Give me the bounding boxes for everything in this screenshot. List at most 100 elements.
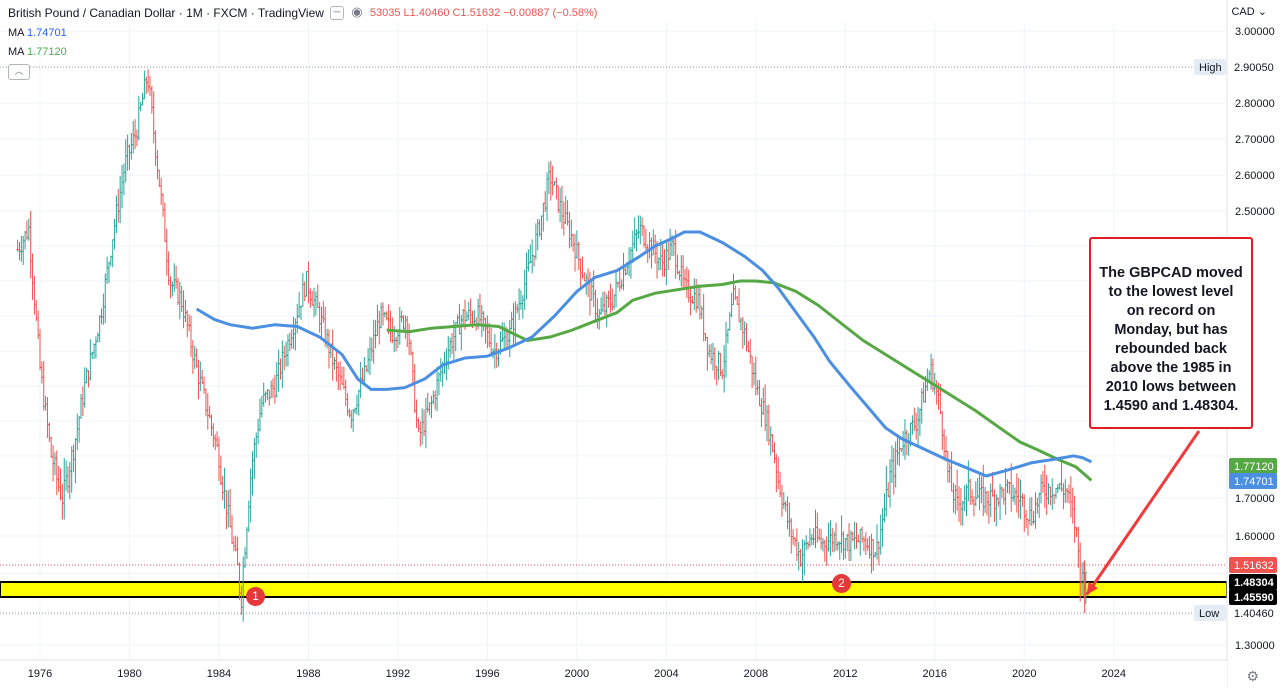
price-bar	[573, 233, 577, 272]
price-bar	[808, 528, 812, 547]
price-bar	[66, 466, 70, 494]
price-bar	[969, 478, 972, 505]
price-bar	[286, 334, 290, 367]
price-bar	[420, 408, 424, 445]
price-bars	[16, 69, 1087, 622]
price-bar	[734, 285, 737, 301]
price-bar	[33, 275, 36, 315]
price-bar	[549, 160, 552, 201]
price-bar	[983, 486, 987, 513]
price-tag-level: 1.48304	[1229, 574, 1277, 590]
price-bar	[251, 451, 254, 496]
price-bar	[599, 297, 603, 316]
x-tick-label: 1996	[475, 668, 499, 680]
price-bar	[217, 436, 221, 481]
price-bar	[1052, 494, 1056, 504]
price-bar	[115, 195, 118, 233]
price-bar	[191, 340, 195, 375]
price-bar	[769, 426, 772, 456]
currency-selector[interactable]: CAD ⌄	[1231, 5, 1267, 18]
price-bar	[961, 500, 964, 526]
price-bar	[118, 175, 122, 224]
price-bar	[860, 526, 864, 543]
price-bar	[422, 409, 426, 437]
ma-legend-slow[interactable]: MA 1.77120	[8, 46, 67, 58]
ma-value: 1.77120	[26, 46, 67, 58]
price-bar	[176, 277, 180, 305]
price-bar	[79, 393, 83, 419]
price-bar	[417, 417, 420, 432]
ma-label: MA	[8, 46, 24, 58]
symbol-title[interactable]: British Pound / Canadian Dollar · 1M · F…	[8, 6, 324, 20]
price-bar	[564, 196, 567, 225]
price-bar	[105, 256, 109, 285]
gear-icon[interactable]: ⚙	[1246, 668, 1259, 684]
price-bar	[245, 527, 249, 559]
time-axis[interactable]: 1976 1980 1984 1988 1992 1996 2000 2004 2008 2012…	[0, 659, 1227, 688]
price-bar	[795, 528, 799, 561]
price-tag-value: 1.51632	[1234, 560, 1274, 572]
price-bar	[346, 393, 349, 416]
y-tick-label: 1.60000	[1235, 531, 1275, 543]
price-bar	[763, 384, 767, 431]
price-bar	[652, 229, 655, 256]
price-bar	[611, 288, 614, 311]
price-bar	[247, 500, 250, 532]
price-bar	[128, 144, 131, 171]
ma-legend-fast[interactable]: MA 1.74701	[8, 27, 67, 39]
hide-icon[interactable]: ─	[329, 6, 344, 20]
price-bar	[40, 361, 44, 384]
price-bar	[318, 301, 321, 333]
price-bar	[165, 228, 168, 276]
price-bar	[873, 552, 877, 558]
price-bar	[411, 351, 415, 386]
price-bar	[372, 319, 375, 364]
price-bar	[158, 169, 161, 187]
x-tick-label: 1992	[386, 668, 410, 680]
price-bar	[197, 359, 200, 400]
price-bar	[614, 272, 618, 308]
price-bar	[174, 265, 178, 289]
price-bar	[765, 405, 769, 442]
price-bar	[894, 441, 897, 488]
price-bar	[711, 342, 715, 371]
price-bar	[780, 484, 784, 517]
price-bar	[48, 422, 51, 443]
price-bar	[85, 367, 88, 384]
price-bar	[55, 450, 58, 496]
price-bar	[340, 366, 344, 385]
price-bar	[821, 537, 825, 552]
price-bar	[163, 202, 167, 242]
price-bar	[351, 408, 355, 432]
price-bar	[348, 408, 351, 418]
price-bar	[1004, 468, 1007, 515]
price-bar	[146, 69, 150, 93]
price-bar	[571, 233, 575, 252]
price-bar	[791, 529, 795, 545]
price-bar	[212, 423, 215, 448]
x-tick-label: 1980	[117, 668, 141, 680]
price-bar	[221, 475, 224, 501]
x-tick-label: 2008	[744, 668, 768, 680]
price-bar	[398, 307, 401, 345]
price-bar	[502, 322, 506, 350]
price-bar	[907, 433, 910, 456]
eye-icon[interactable]: ◉	[351, 4, 363, 19]
price-bar	[978, 474, 981, 511]
price-bar	[256, 418, 260, 445]
price-bar	[59, 468, 62, 501]
price-bar	[296, 303, 299, 334]
price-bar	[914, 412, 918, 440]
price-bar	[557, 185, 560, 213]
price-bar	[592, 270, 595, 308]
price-bar	[193, 345, 196, 369]
price-bar	[206, 393, 209, 430]
price-bar	[726, 328, 730, 344]
price-bar	[94, 336, 98, 359]
price-bar	[529, 244, 532, 264]
price-bar	[383, 311, 387, 318]
price-bar	[605, 294, 608, 328]
collapse-legend-icon[interactable]: ︿	[8, 64, 30, 80]
price-bar	[227, 490, 230, 528]
price-bar	[159, 177, 163, 205]
